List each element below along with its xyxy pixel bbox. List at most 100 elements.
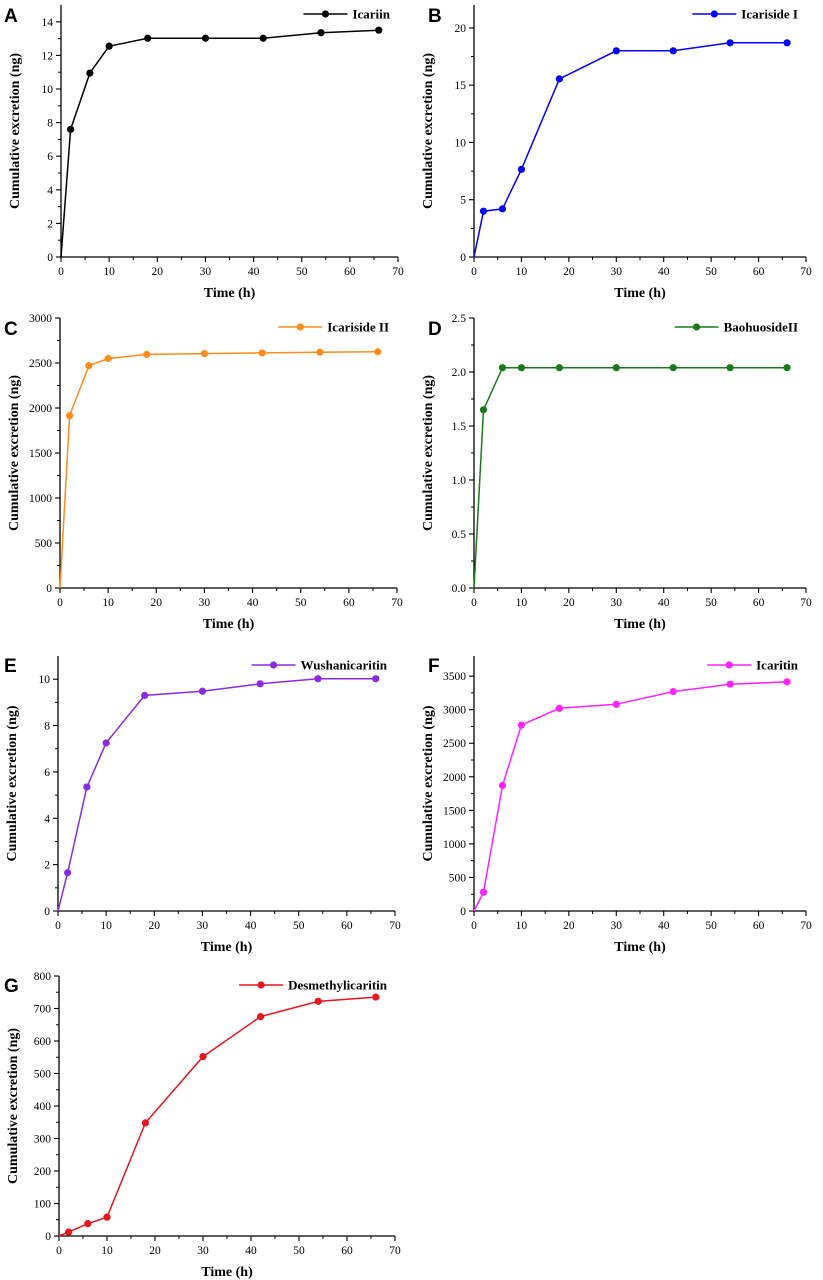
y-tick-label: 0 bbox=[47, 252, 53, 264]
data-point bbox=[143, 350, 151, 359]
x-tick-label: 40 bbox=[247, 597, 259, 609]
x-tick-label: 20 bbox=[152, 266, 164, 278]
y-tick-label: 2000 bbox=[29, 403, 52, 415]
data-point bbox=[105, 42, 113, 50]
legend-label: Icariside II bbox=[327, 320, 389, 335]
y-tick-label: 0 bbox=[46, 583, 52, 595]
data-point bbox=[84, 1220, 92, 1228]
y-tick-label: 8 bbox=[44, 721, 50, 733]
data-point bbox=[141, 1119, 149, 1127]
series-line bbox=[473, 366, 787, 589]
x-tick-label: 40 bbox=[658, 597, 670, 609]
legend-marker bbox=[710, 10, 718, 18]
x-tick-label: 30 bbox=[611, 266, 623, 278]
x-tick-label: 40 bbox=[658, 920, 670, 932]
legend-label: Wushanicaritin bbox=[301, 658, 388, 673]
y-tick-label: 4 bbox=[44, 813, 50, 825]
data-point bbox=[612, 700, 620, 708]
data-point bbox=[498, 781, 507, 790]
data-point bbox=[256, 680, 264, 688]
x-tick-label: 40 bbox=[248, 266, 260, 278]
legend-marker bbox=[257, 981, 265, 989]
y-tick-label: 2500 bbox=[29, 358, 52, 370]
x-tick-label: 10 bbox=[516, 266, 528, 278]
x-tick-label: 60 bbox=[343, 597, 355, 609]
data-point bbox=[372, 993, 380, 1001]
legend-label: Icaritin bbox=[756, 658, 799, 673]
legend-marker bbox=[725, 661, 733, 669]
x-tick-label: 40 bbox=[658, 266, 670, 278]
y-axis-title: Cumulative excretion (ng) bbox=[6, 1028, 21, 1184]
legend-marker bbox=[296, 323, 304, 331]
x-tick-label: 10 bbox=[101, 1245, 113, 1257]
x-tick-label: 20 bbox=[563, 920, 575, 932]
y-tick-label: 10 bbox=[39, 674, 51, 686]
y-tick-label: 12 bbox=[42, 50, 54, 62]
x-tick-label: 70 bbox=[389, 920, 401, 932]
y-axis-title: Cumulative excretion (ng) bbox=[5, 705, 20, 861]
data-point bbox=[517, 721, 526, 729]
y-tick-label: 500 bbox=[449, 872, 467, 884]
y-tick-label: 700 bbox=[34, 1004, 52, 1016]
y-tick-label: 2.0 bbox=[452, 367, 467, 379]
data-point bbox=[726, 364, 734, 372]
x-tick-label: 30 bbox=[197, 920, 209, 932]
panel-letter: G bbox=[4, 976, 19, 997]
x-tick-label: 10 bbox=[516, 920, 528, 932]
y-tick-label: 4 bbox=[47, 185, 53, 197]
y-tick-label: 0 bbox=[460, 252, 466, 264]
legend-label: Icariside I bbox=[741, 7, 798, 22]
x-tick-label: 20 bbox=[149, 1245, 161, 1257]
data-point bbox=[259, 34, 267, 42]
x-axis-title: Time (h) bbox=[614, 617, 666, 632]
x-tick-label: 50 bbox=[705, 920, 717, 932]
y-tick-label: 200 bbox=[34, 1166, 52, 1178]
data-point bbox=[103, 1213, 111, 1221]
legend-label: Icariin bbox=[352, 7, 390, 22]
y-tick-label: 0.0 bbox=[452, 583, 467, 595]
data-point bbox=[498, 205, 507, 213]
data-point bbox=[104, 354, 112, 363]
data-point bbox=[102, 739, 110, 747]
data-point bbox=[555, 75, 563, 83]
y-axis-title: Cumulative excretion (ng) bbox=[421, 705, 436, 861]
data-point bbox=[517, 364, 526, 372]
data-point bbox=[66, 412, 74, 420]
panel-letter: C bbox=[4, 319, 18, 340]
x-tick-label: 0 bbox=[56, 1245, 62, 1257]
x-tick-label: 50 bbox=[295, 597, 307, 609]
data-point bbox=[257, 1013, 265, 1021]
y-axis-title: Cumulative excretion (ng) bbox=[421, 53, 436, 209]
data-point bbox=[317, 29, 325, 37]
x-tick-label: 70 bbox=[392, 266, 404, 278]
panel-letter: B bbox=[428, 6, 442, 27]
x-tick-label: 30 bbox=[197, 1245, 209, 1257]
data-point bbox=[479, 406, 488, 414]
x-tick-label: 60 bbox=[753, 597, 765, 609]
series-line bbox=[59, 351, 378, 589]
x-tick-label: 50 bbox=[293, 1245, 305, 1257]
y-tick-label: 800 bbox=[34, 971, 52, 983]
x-tick-label: 10 bbox=[102, 597, 114, 609]
x-tick-label: 50 bbox=[705, 266, 717, 278]
panel-letter: A bbox=[4, 6, 18, 27]
x-tick-label: 70 bbox=[391, 597, 403, 609]
x-axis-title: Time (h) bbox=[201, 940, 253, 955]
x-tick-label: 30 bbox=[611, 920, 623, 932]
y-tick-label: 20 bbox=[455, 23, 467, 35]
x-tick-label: 50 bbox=[705, 597, 717, 609]
y-tick-label: 10 bbox=[455, 137, 467, 149]
data-point bbox=[372, 675, 380, 683]
x-axis-title: Time (h) bbox=[614, 940, 666, 955]
y-tick-label: 500 bbox=[35, 538, 53, 550]
data-point bbox=[612, 47, 620, 55]
data-point bbox=[65, 1228, 73, 1236]
series-line bbox=[473, 42, 787, 258]
y-tick-label: 1000 bbox=[443, 839, 466, 851]
y-tick-label: 15 bbox=[455, 80, 467, 92]
x-tick-label: 20 bbox=[151, 597, 163, 609]
data-point bbox=[199, 1053, 207, 1061]
x-tick-label: 70 bbox=[800, 266, 812, 278]
y-tick-label: 600 bbox=[34, 1036, 52, 1048]
data-point bbox=[314, 675, 322, 683]
